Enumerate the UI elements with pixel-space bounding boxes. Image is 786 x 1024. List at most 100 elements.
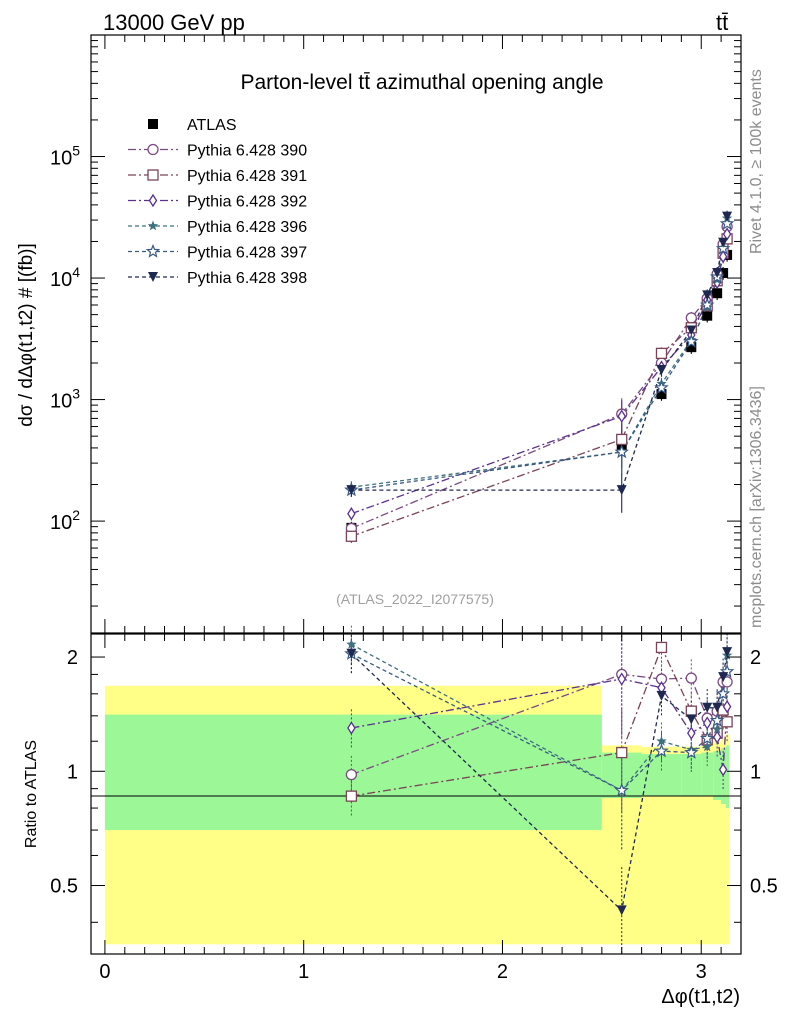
data-point — [614, 444, 629, 459]
data-point — [715, 240, 731, 255]
ratio-point — [715, 686, 731, 701]
legend-marker — [148, 119, 158, 129]
y-axis-label: dσ / dΔφ(t1,t2) # [(fb)] — [16, 243, 37, 427]
data-point — [718, 237, 729, 248]
ratio-point — [702, 741, 713, 752]
ratio-point — [655, 641, 668, 654]
ratio-y-tick-label: 1 — [67, 761, 78, 783]
mcplots-label: mcplots.cern.ch [arXiv:1306.3436] — [748, 386, 765, 628]
data-point — [684, 333, 699, 348]
uncertainty-band-outer — [721, 738, 727, 945]
y-tick-label: 102 — [50, 507, 80, 534]
ratio-point — [656, 690, 667, 701]
ratio-point — [709, 712, 725, 727]
legend-marker — [147, 169, 159, 181]
ratio-line — [351, 643, 728, 792]
ratio-point — [616, 746, 628, 759]
ratio-point — [616, 905, 627, 916]
uncertainty-band-inner — [701, 752, 714, 797]
legend-label: Pythia 6.428 391 — [187, 168, 307, 185]
legend-marker — [148, 272, 158, 282]
legend-marker — [145, 243, 161, 258]
ratio-panel: 0.5 0.5 1 1 2 2 Ratio to ATLAS — [23, 625, 778, 955]
ratio-point — [719, 664, 735, 678]
legend-label: Pythia 6.428 396 — [187, 219, 307, 236]
ratio-y-axis-label: Ratio to ATLAS — [23, 740, 40, 848]
ratio-point — [702, 702, 713, 713]
rivet-label: Rivet 4.1.0, ≥ 100k events — [748, 69, 765, 254]
data-point — [685, 312, 697, 324]
process-label: tt̄ — [716, 10, 728, 35]
ratio-point — [711, 723, 723, 734]
ratio-point — [712, 702, 723, 713]
data-point — [616, 433, 628, 446]
ratio-point — [656, 735, 667, 746]
series-line — [351, 238, 728, 537]
ratio-y-tick-label-right: 0.5 — [750, 876, 778, 898]
ratio-point — [345, 768, 358, 781]
ratio-point — [699, 730, 715, 745]
ratio-point — [654, 743, 669, 758]
ratio-point — [722, 699, 732, 714]
data-point — [655, 347, 668, 360]
uncertainty-band-outer — [713, 741, 722, 945]
y-tick-label: 103 — [50, 386, 80, 413]
data-point — [616, 485, 627, 496]
main-frame — [90, 34, 742, 634]
data-point — [712, 268, 723, 279]
ratio-y-tick-label-right: 1 — [750, 761, 761, 783]
data-point — [686, 325, 697, 336]
ratio-point — [684, 744, 699, 759]
data-point — [722, 211, 733, 222]
data-point — [345, 530, 358, 542]
ratio-point — [345, 790, 358, 802]
data-point — [654, 380, 669, 395]
ratio-y-tick-label: 2 — [67, 647, 78, 669]
ratio-point — [702, 716, 712, 730]
legend-marker — [147, 220, 159, 231]
ratio-point — [721, 716, 733, 728]
series-line — [351, 218, 728, 488]
data-point — [702, 290, 713, 301]
main-panel: 102 103 104 105 Parton-level tt̄ azimuthal … — [16, 34, 742, 634]
ratio-point — [617, 672, 627, 686]
ratio-point — [685, 672, 697, 684]
data-point — [656, 389, 667, 400]
legend-label: ATLAS — [187, 117, 237, 134]
legend-label: Pythia 6.428 392 — [187, 194, 307, 211]
ratio-line — [351, 678, 728, 770]
ratio-y-tick-label-right: 2 — [750, 647, 761, 669]
ratio-y-tick-label: 0.5 — [50, 876, 78, 898]
ratio-point — [346, 638, 357, 649]
data-point — [347, 507, 356, 521]
x-axis-label: Δφ(t1,t2) — [661, 986, 740, 1008]
data-point — [718, 249, 728, 264]
ratio-point — [712, 730, 722, 744]
x-tick-label: 1 — [298, 961, 309, 983]
data-point — [718, 268, 729, 279]
ratio-line — [351, 653, 728, 792]
legend-label: Pythia 6.428 390 — [187, 143, 307, 160]
ratio-point — [614, 782, 629, 797]
ratio-point — [721, 676, 733, 688]
data-point — [699, 297, 715, 312]
ratio-point — [346, 648, 357, 659]
ratio-line — [351, 645, 728, 797]
data-point — [686, 342, 697, 353]
legend-marker — [148, 193, 158, 208]
x-tick-label: 2 — [497, 961, 508, 983]
ratio-frame — [90, 633, 742, 955]
energy-label: 13000 GeV pp — [103, 10, 245, 35]
data-point — [712, 288, 723, 299]
data-point — [719, 216, 735, 230]
ratio-point — [687, 726, 696, 740]
legend-marker — [147, 143, 159, 156]
x-tick-label: 0 — [99, 961, 110, 983]
data-point — [617, 409, 627, 423]
ratio-point — [686, 714, 697, 725]
uncertainty-band-inner — [713, 751, 722, 801]
legend: ATLAS Pythia 6.428 390 Pythia 6.428 391 Pyt… — [128, 117, 307, 287]
uncertainty-band-inner — [726, 745, 730, 809]
uncertainty-band-outer — [726, 734, 730, 945]
y-tick-label: 104 — [50, 264, 80, 291]
